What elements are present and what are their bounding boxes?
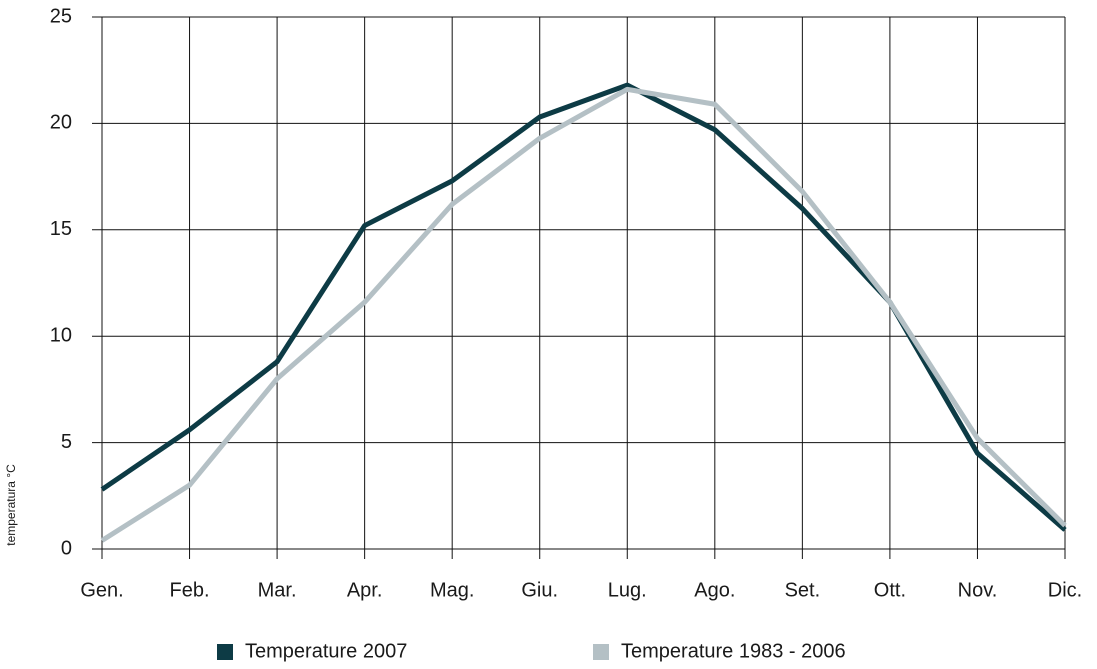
legend-label: Temperature 1983 - 2006 — [621, 640, 846, 662]
x-tick-label: Mar. — [258, 579, 297, 601]
y-tick-label: 20 — [50, 112, 72, 134]
x-tick-label: Mag. — [430, 579, 474, 601]
legend-label: Temperature 2007 — [245, 640, 407, 662]
x-tick-label: Ott. — [874, 579, 906, 601]
series-line — [100, 82, 1067, 532]
x-tick-label: Giu. — [521, 579, 558, 601]
x-tick-label: Gen. — [80, 579, 123, 601]
y-tick-label: 10 — [50, 324, 72, 346]
x-tick-label: Set. — [785, 579, 821, 601]
x-tick-label: Lug. — [608, 579, 647, 601]
legend-swatch — [593, 644, 609, 660]
legend-swatch — [217, 644, 233, 660]
x-tick-label: Dic. — [1048, 579, 1082, 601]
x-tick-label: Nov. — [958, 579, 998, 601]
x-tick-label: Feb. — [170, 579, 210, 601]
y-tick-label: 5 — [61, 431, 72, 453]
y-tick-label: 25 — [50, 5, 72, 27]
y-tick-label: 15 — [50, 218, 72, 240]
series-line — [100, 86, 1067, 543]
y-tick-label: 0 — [61, 537, 72, 559]
y-axis-label: temperatura °C — [4, 464, 18, 546]
x-tick-label: Ago. — [694, 579, 735, 601]
x-tick-label: Apr. — [347, 579, 383, 601]
